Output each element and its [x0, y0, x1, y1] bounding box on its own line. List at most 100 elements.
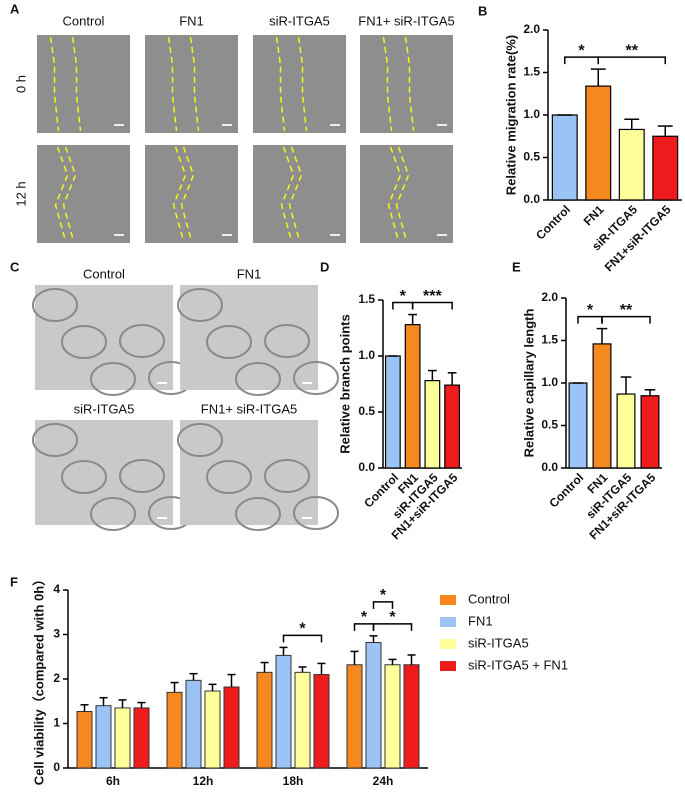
significance-label: *: [361, 609, 368, 626]
error-bar: [447, 372, 457, 386]
bar: [403, 664, 420, 769]
tube-network: [206, 460, 252, 494]
x-tick-label: Control: [533, 202, 573, 242]
significance-label: ***: [423, 288, 442, 305]
bar: [652, 135, 679, 201]
y-tick-label: 2: [53, 671, 60, 685]
x-tick-label: Control: [546, 470, 586, 510]
significance-label: *: [400, 288, 407, 305]
bar: [384, 355, 401, 469]
column-label: siR-ITGA5: [269, 13, 330, 28]
error-bar: [317, 662, 326, 675]
legend-swatch: [440, 639, 456, 649]
wound-edge: [172, 146, 187, 242]
significance-label: *: [299, 621, 306, 638]
error-bar: [620, 376, 632, 395]
x-tick-label: Control: [361, 470, 401, 510]
significance-bracket: [597, 56, 666, 65]
y-axis-label: Relative branch points: [337, 314, 352, 453]
wound-edge: [387, 146, 402, 242]
tube-network: [90, 362, 136, 396]
error-bar: [596, 327, 608, 344]
tube-network: [264, 459, 310, 493]
tube-network: [61, 325, 107, 359]
significance-bracket: [372, 623, 413, 631]
legend-label: FN1: [468, 613, 493, 628]
bar: [568, 382, 588, 469]
bar: [294, 671, 311, 769]
bar: [223, 686, 240, 769]
bar: [365, 642, 382, 769]
y-tick-label: 0.0: [358, 460, 375, 474]
scale-bar: [222, 234, 232, 236]
scale-bar: [114, 234, 124, 236]
wound-edge: [54, 146, 69, 242]
y-tick-label: 0.5: [358, 404, 375, 418]
bar: [384, 664, 401, 769]
wound-edge: [167, 36, 178, 132]
y-tick-label: 0.5: [541, 418, 558, 432]
bar: [592, 343, 612, 469]
bar: [551, 114, 578, 201]
y-tick-label: 1.5: [523, 65, 540, 79]
panel-label: E: [512, 259, 521, 274]
tube-network: [206, 325, 252, 359]
y-tick-label: 1.0: [358, 348, 375, 362]
y-tick-label: 3: [53, 627, 60, 641]
tube-network: [264, 324, 310, 358]
wound-edge: [382, 36, 393, 132]
wound-edge: [275, 36, 286, 132]
error-bar: [408, 313, 418, 325]
error-bar: [170, 681, 179, 693]
scale-bar: [437, 234, 447, 236]
micrograph: [37, 35, 130, 133]
x-tick-label: 24h: [373, 774, 394, 787]
panel-label: A: [10, 1, 20, 16]
wound-edge: [297, 36, 308, 132]
error-bar: [298, 666, 307, 673]
scale-bar: [302, 382, 312, 384]
error-bar: [189, 672, 198, 681]
error-bar: [590, 68, 606, 87]
tube-network: [235, 497, 281, 531]
row-label: 0 h: [13, 75, 28, 93]
y-tick-label: 2.0: [523, 22, 540, 36]
y-tick-label: 2.0: [541, 290, 558, 304]
y-axis-label: Relative migration rate(%): [503, 35, 518, 195]
panel-label: F: [10, 574, 18, 589]
significance-bracket: [372, 601, 394, 609]
significance-label: **: [626, 42, 639, 59]
wound-edge: [280, 146, 295, 242]
error-bar: [657, 125, 673, 137]
micrograph: [145, 35, 238, 133]
bar: [185, 679, 202, 769]
tube-network: [177, 423, 223, 457]
legend-swatch: [440, 617, 456, 627]
error-bar: [137, 701, 146, 708]
error-bar: [624, 118, 640, 130]
y-tick-label: 1: [53, 716, 60, 730]
bar: [313, 674, 330, 769]
tube-network: [90, 497, 136, 531]
error-bar: [208, 683, 217, 692]
significance-label: *: [389, 609, 396, 626]
legend-label: siR-ITGA5: [468, 635, 529, 650]
tube-network: [119, 459, 165, 493]
micrograph: [360, 35, 453, 133]
wound-edge: [288, 146, 303, 242]
significance-bracket: [601, 315, 651, 324]
micrograph: [35, 420, 173, 525]
tube-network: [119, 324, 165, 358]
micrograph: [37, 145, 130, 243]
panel-label: B: [478, 3, 487, 18]
significance-bracket: [411, 301, 453, 310]
error-bar: [369, 635, 378, 643]
error-bar: [80, 704, 89, 712]
significance-label: *: [380, 587, 387, 604]
y-tick-label: 1.0: [541, 375, 558, 389]
bar: [346, 664, 363, 769]
image-label: FN1+ siR-ITGA5: [201, 401, 297, 416]
y-tick-label: 1.0: [523, 107, 540, 121]
column-label: FN1: [179, 13, 204, 28]
